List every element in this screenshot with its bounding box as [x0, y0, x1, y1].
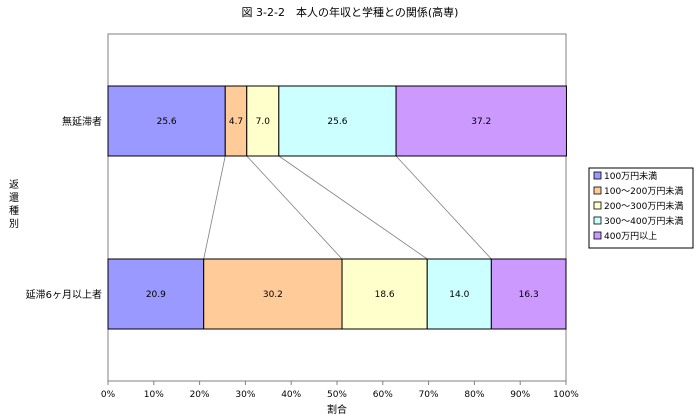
x-tick-label: 90% [510, 390, 530, 400]
data-label: 18.6 [375, 290, 395, 300]
series-line [246, 155, 343, 260]
legend: 100万円未満 100～200万円未満 200～300万円未満 300～400万円未満… [588, 167, 694, 249]
bar-segment [490, 258, 567, 330]
series-line [395, 155, 492, 260]
x-tick-label: 100% [553, 390, 579, 400]
bar-segment [246, 85, 280, 157]
legend-box [588, 167, 694, 249]
legend-swatch [593, 216, 602, 225]
chart-title: 図 3-2-2 本人の年収と学種との関係(高専) [242, 5, 459, 19]
bar-segment [395, 85, 567, 157]
x-tick-label: 20% [190, 390, 210, 400]
data-label: 7.0 [256, 117, 271, 127]
bar-segment [107, 258, 205, 330]
legend-label: 100万円未満 [604, 170, 657, 182]
data-label: 16.3 [519, 290, 539, 300]
y-axis-label: 返還種別 [9, 179, 19, 230]
data-label: 37.2 [471, 117, 491, 127]
legend-items: 100万円未満 100～200万円未満 200～300万円未満 300～400万円未満… [593, 170, 683, 242]
bar-segment [203, 258, 343, 330]
x-tick-label: 50% [327, 390, 347, 400]
series-line [203, 155, 226, 260]
legend-swatch [593, 186, 602, 195]
data-label: 14.0 [449, 290, 469, 300]
x-tick-label: 80% [464, 390, 484, 400]
x-tick-label: 70% [419, 390, 439, 400]
x-tick-label: 10% [144, 390, 164, 400]
x-tick-label: 60% [373, 390, 393, 400]
bar-segment [341, 258, 428, 330]
legend-swatch [593, 231, 602, 240]
bar-segment [426, 258, 492, 330]
category-label: 無延滞者 [62, 115, 102, 128]
legend-label: 300～400万円未満 [604, 215, 683, 227]
data-label: 30.2 [263, 290, 283, 300]
data-label: 4.7 [229, 117, 243, 127]
legend-label: 400万円以上 [604, 231, 657, 242]
legend-swatch [593, 171, 602, 180]
legend-swatch [593, 201, 602, 210]
legend-label: 200～300万円未満 [604, 200, 683, 212]
x-axis: 0% 10% 20% 30% 40% 50% 60% 70% 80% 90% 100% [101, 381, 579, 400]
data-label: 20.9 [146, 290, 166, 300]
data-label: 25.6 [327, 117, 347, 127]
x-tick-label: 0% [101, 390, 116, 400]
x-tick-label: 30% [235, 390, 255, 400]
bars: 25.6 4.7 7.0 25.6 37.2 20.9 30.2 18.6 14.0 16.3 [107, 85, 567, 330]
bar-segment [107, 85, 226, 157]
x-tick-label: 40% [281, 390, 301, 400]
x-axis-label: 割合 [327, 403, 347, 416]
data-label: 25.6 [157, 117, 177, 127]
legend-label: 100～200万円未満 [604, 185, 683, 197]
series-line [278, 155, 428, 260]
category-label: 延滞6ヶ月以上者 [26, 289, 102, 301]
series-lines [203, 155, 492, 260]
